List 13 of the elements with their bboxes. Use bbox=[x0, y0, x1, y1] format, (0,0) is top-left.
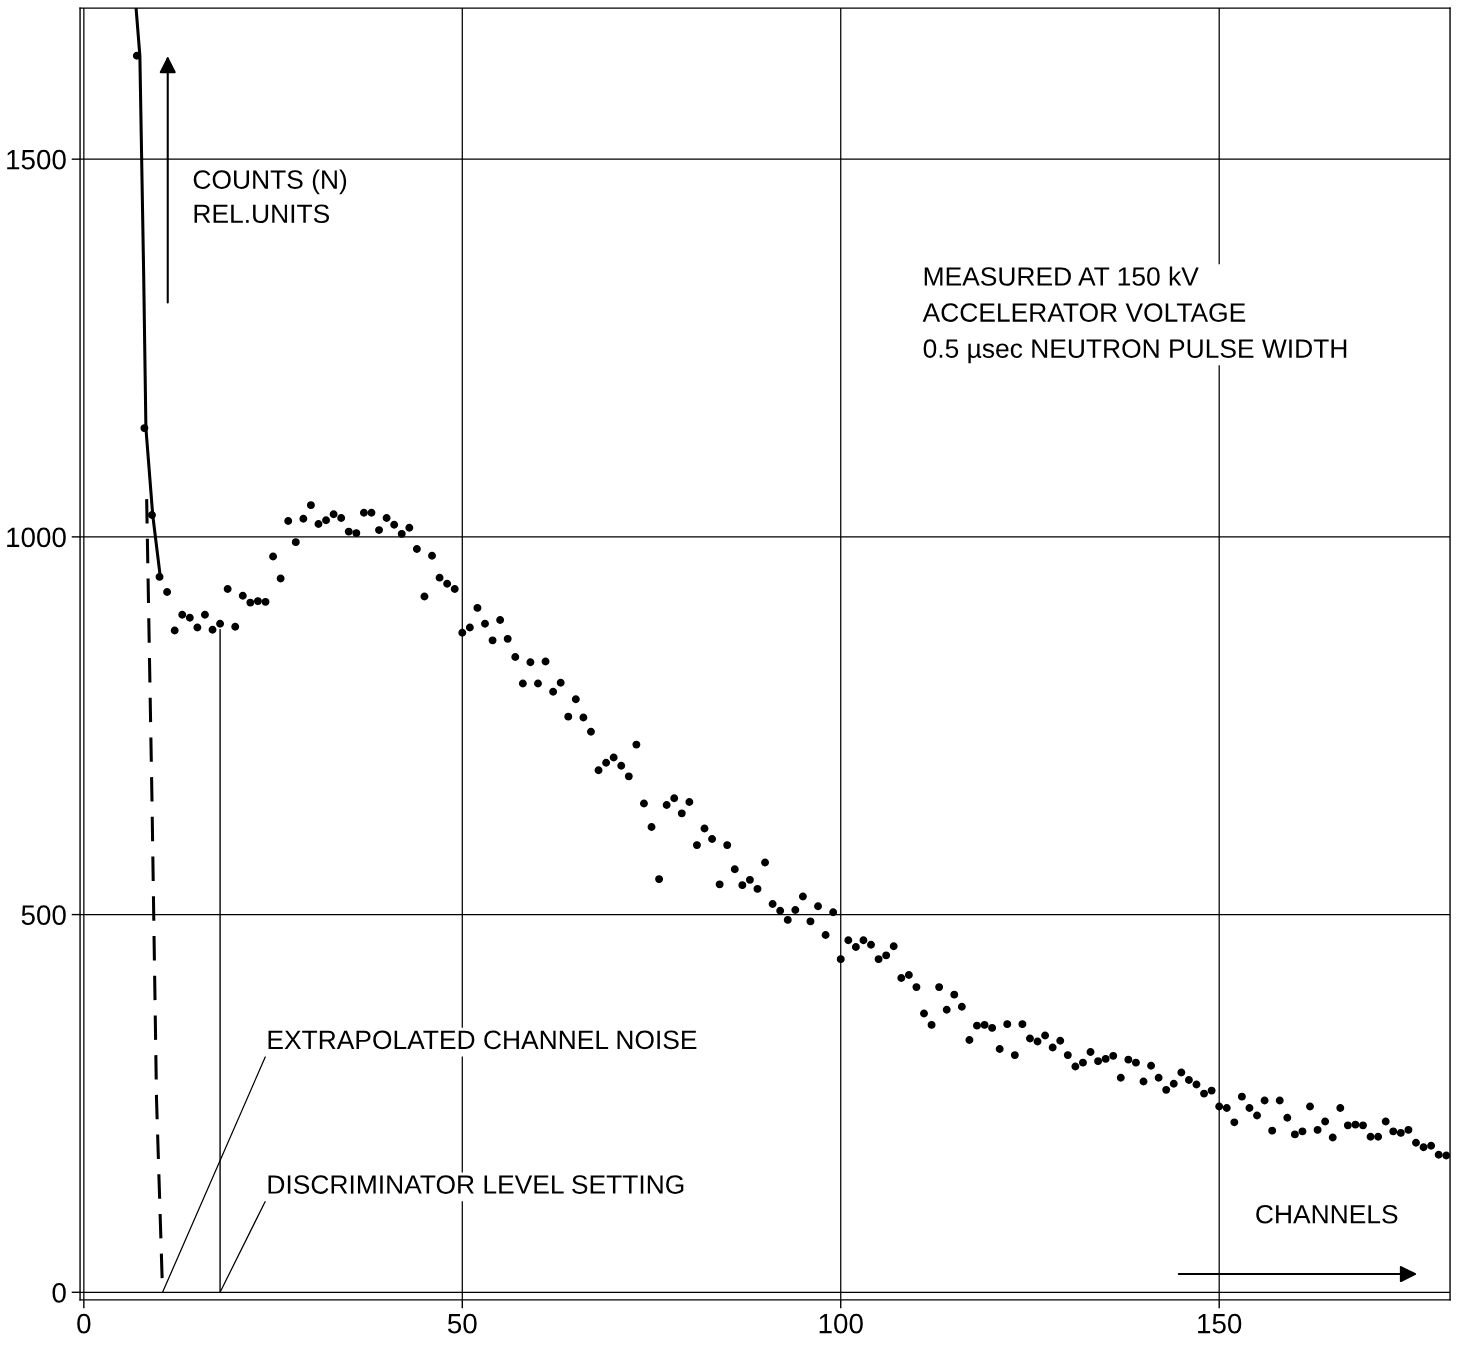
x-tick-label: 0 bbox=[77, 1313, 91, 1334]
y-tick-label: 1000 bbox=[7, 527, 66, 548]
y-tick-label: 0 bbox=[52, 1282, 66, 1303]
annotation: MEASURED AT 150 kV ACCELERATOR VOLTAGE 0.5 µsec NEUTRON PULSE WIDTH bbox=[922, 266, 1347, 364]
y-tick-label: 500 bbox=[21, 905, 66, 925]
x-axis-title: CHANNELS bbox=[1256, 1204, 1398, 1224]
x-tick-label: 150 bbox=[1198, 1313, 1242, 1334]
x-tick-label: 100 bbox=[819, 1313, 863, 1334]
y-tick-label: 1500 bbox=[7, 149, 66, 170]
annotation: DISCRIMINATOR LEVEL SETTING bbox=[268, 1175, 684, 1194]
annotation: EXTRAPOLATED CHANNEL NOISE bbox=[268, 1030, 697, 1050]
x-tick-label: 50 bbox=[447, 1313, 477, 1334]
y-axis-title: COUNTS (N) REL.UNITS bbox=[193, 169, 347, 224]
